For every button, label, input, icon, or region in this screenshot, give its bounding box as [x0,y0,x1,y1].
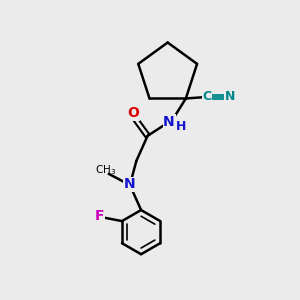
Text: N: N [224,91,235,103]
Text: O: O [127,106,139,120]
Text: C: C [202,91,211,103]
Text: N: N [124,177,136,191]
Text: CH$_3$: CH$_3$ [95,164,116,177]
Text: H: H [176,120,186,133]
Text: N: N [163,115,175,129]
Text: F: F [95,209,105,224]
